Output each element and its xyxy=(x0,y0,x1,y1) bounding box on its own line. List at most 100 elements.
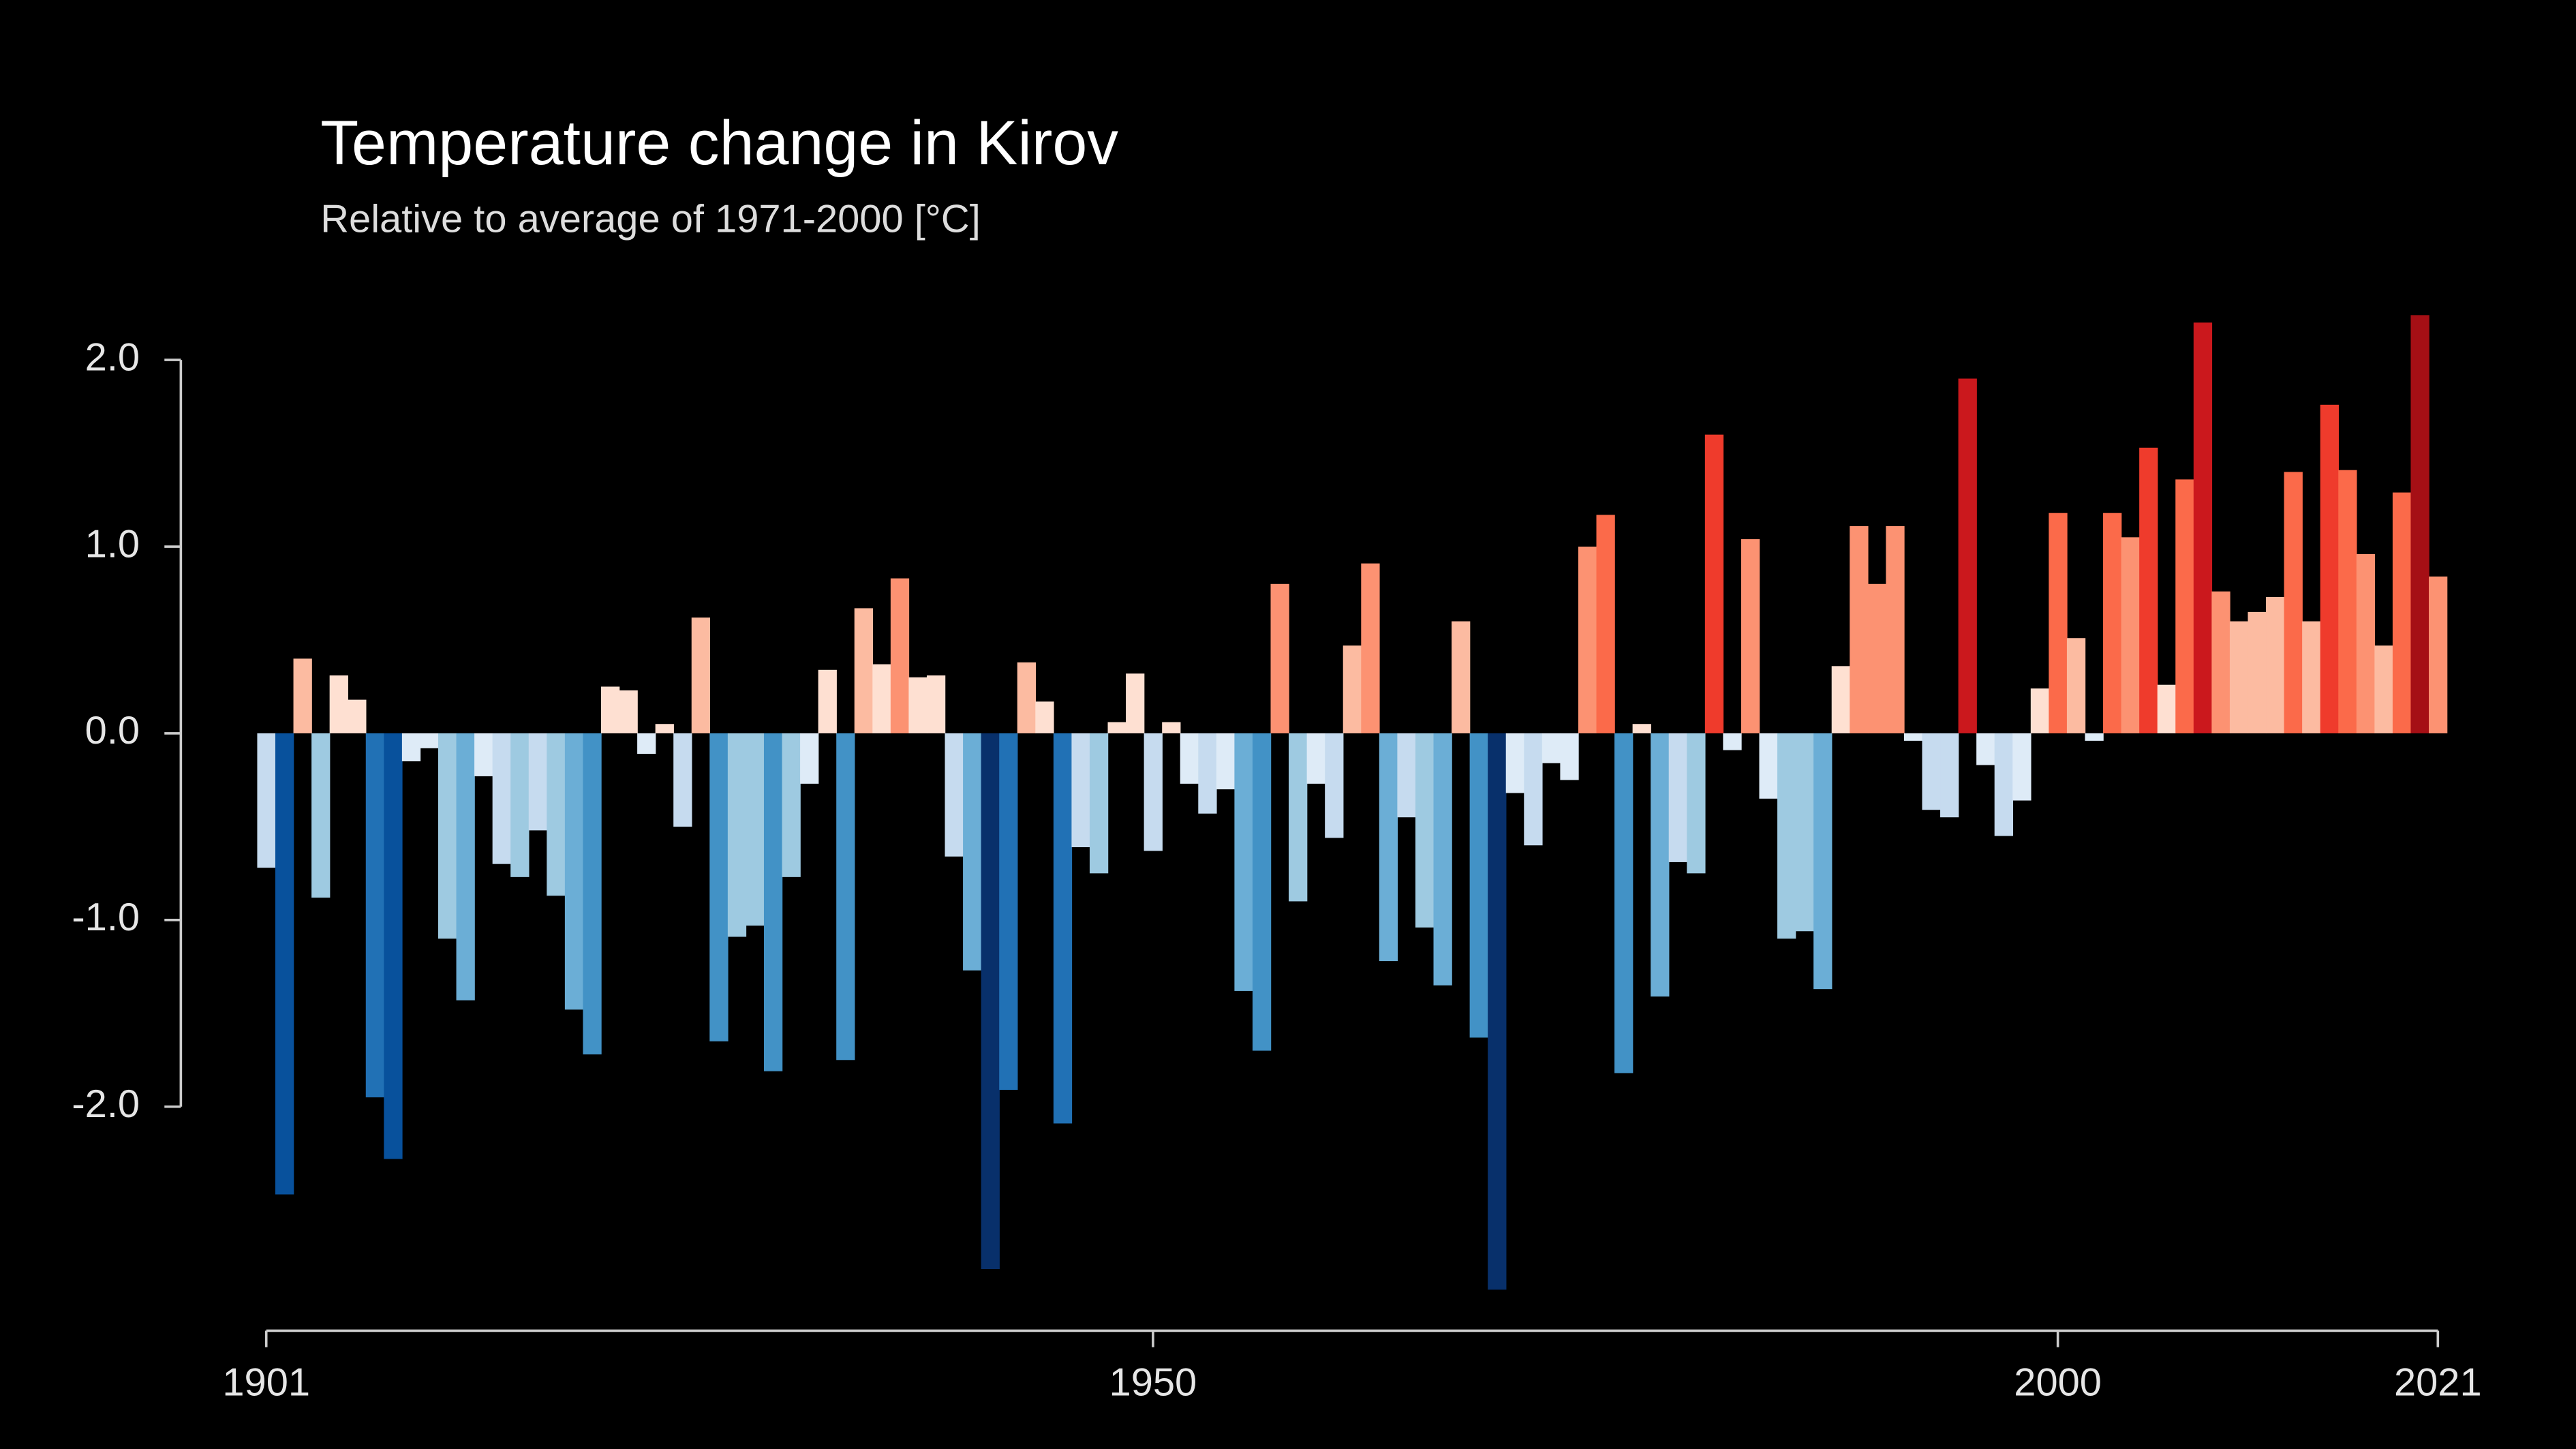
bar xyxy=(637,733,656,754)
bar xyxy=(1361,563,1380,733)
bar xyxy=(655,724,674,733)
bar xyxy=(1216,733,1236,790)
bar xyxy=(1614,733,1634,1073)
bar xyxy=(1433,733,1452,986)
bar xyxy=(727,733,747,937)
bar xyxy=(1234,733,1253,991)
bar xyxy=(1596,515,1615,733)
bar xyxy=(1270,583,1289,733)
bar xyxy=(1325,733,1344,838)
bar xyxy=(2030,688,2050,733)
bar xyxy=(329,675,348,733)
bar xyxy=(2302,621,2321,733)
bar xyxy=(890,578,910,733)
bar xyxy=(836,733,855,1061)
chart-subtitle: Relative to average of 1971-2000 [°C] xyxy=(320,198,981,241)
bar xyxy=(1668,733,1687,862)
bar xyxy=(293,658,312,733)
bar xyxy=(1469,733,1488,1038)
bar xyxy=(564,733,584,1010)
bar xyxy=(1306,733,1325,784)
y-tick-label: 2.0 xyxy=(85,335,140,379)
bar xyxy=(1180,733,1199,784)
bar xyxy=(1777,733,1796,939)
bar xyxy=(1704,434,1724,733)
bar xyxy=(2121,537,2140,733)
bar xyxy=(1886,525,1905,733)
bar xyxy=(1505,733,1525,793)
bar xyxy=(1813,733,1833,990)
bar xyxy=(1035,701,1054,733)
x-tick-label: 1950 xyxy=(1109,1360,1197,1404)
bar xyxy=(963,733,982,971)
bar xyxy=(583,733,602,1055)
bar xyxy=(999,733,1018,1090)
bar xyxy=(2429,576,2448,733)
bar xyxy=(1759,733,1778,799)
bar xyxy=(1017,662,1037,733)
bar xyxy=(1343,645,1362,733)
chart-title: Temperature change in Kirov xyxy=(320,108,1118,178)
bar xyxy=(2338,470,2357,733)
bar xyxy=(1071,733,1090,848)
bar xyxy=(1107,722,1126,733)
bar xyxy=(1379,733,1398,962)
bar xyxy=(1524,733,1543,846)
y-tick-label: 0.0 xyxy=(85,709,140,752)
bar xyxy=(401,733,421,762)
bar xyxy=(547,733,566,896)
bar xyxy=(275,733,294,1195)
bar xyxy=(492,733,511,864)
bar xyxy=(945,733,964,857)
bar xyxy=(1922,733,1941,810)
bar xyxy=(2049,513,2068,733)
bar xyxy=(800,733,819,784)
bar xyxy=(872,664,891,733)
bar xyxy=(1397,733,1416,818)
bar xyxy=(257,733,276,868)
bar xyxy=(2392,492,2412,733)
bar xyxy=(2066,638,2086,733)
x-tick-label: 2021 xyxy=(2394,1360,2482,1404)
bar xyxy=(709,733,729,1041)
bar xyxy=(673,733,692,827)
bar xyxy=(365,733,385,1098)
bar xyxy=(2157,684,2176,733)
bar xyxy=(1289,733,1308,902)
bar xyxy=(1126,673,1145,733)
bar xyxy=(746,733,765,926)
y-tick-label: -2.0 xyxy=(72,1082,140,1126)
bar xyxy=(2410,315,2429,733)
bar xyxy=(1144,733,1163,851)
bar xyxy=(691,617,711,733)
bar xyxy=(1651,733,1670,997)
bar xyxy=(1578,547,1597,733)
bar xyxy=(619,690,638,733)
bar xyxy=(2012,733,2031,801)
bar xyxy=(2374,645,2393,733)
bar xyxy=(1632,724,1651,733)
bar xyxy=(1687,733,1706,874)
bar xyxy=(2211,591,2230,733)
bar xyxy=(1940,733,1959,818)
bar xyxy=(456,733,475,1001)
bar xyxy=(782,733,801,877)
bar xyxy=(348,699,367,733)
bar xyxy=(926,675,946,733)
bar xyxy=(2229,621,2249,733)
bar xyxy=(1795,733,1814,932)
bar xyxy=(311,733,331,898)
bar xyxy=(438,733,457,939)
x-tick-label: 2000 xyxy=(2014,1360,2102,1404)
x-tick-label: 1901 xyxy=(222,1360,310,1404)
bar xyxy=(1089,733,1109,874)
bar xyxy=(2284,472,2303,733)
bar xyxy=(981,733,1000,1270)
bar xyxy=(2266,596,2285,733)
bar xyxy=(1252,733,1272,1051)
bar xyxy=(1415,733,1435,928)
bar xyxy=(818,669,837,733)
bar xyxy=(2103,513,2122,733)
bar xyxy=(1831,666,1850,733)
